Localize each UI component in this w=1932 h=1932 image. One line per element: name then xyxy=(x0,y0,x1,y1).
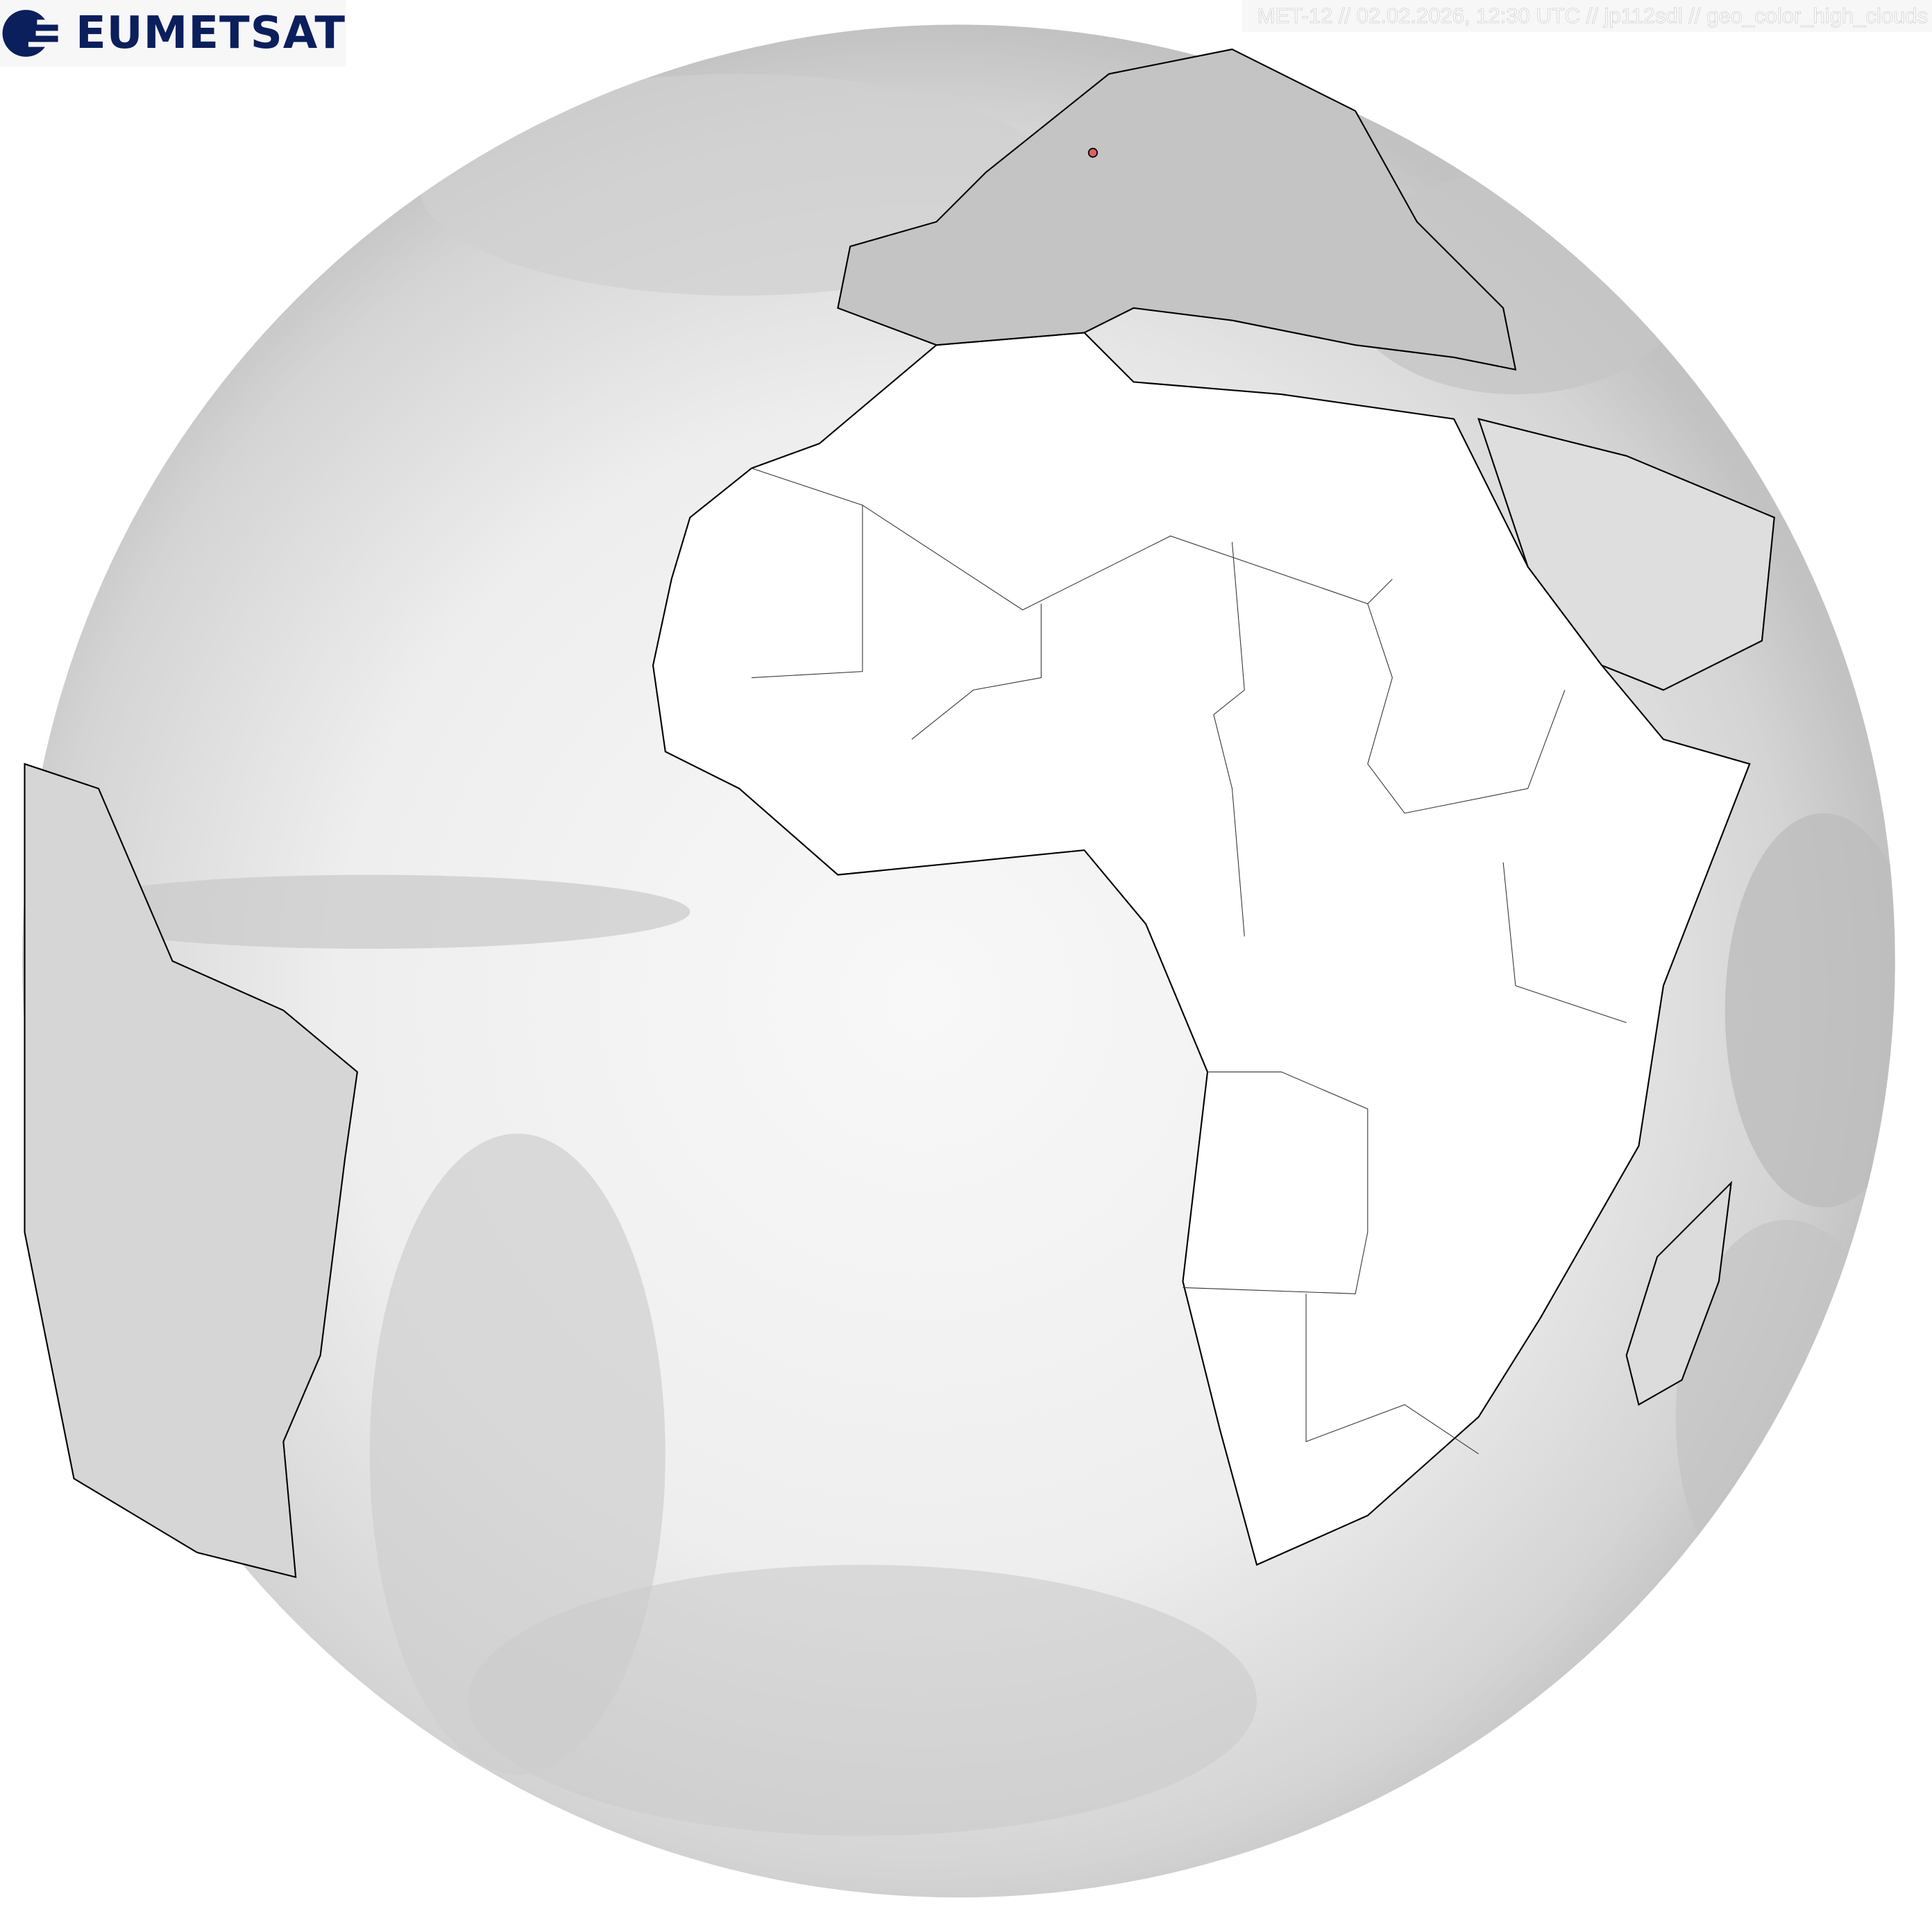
logo-text: EUMETSAT xyxy=(75,8,346,59)
image-caption: MET-12 // 02.02.2026, 12:30 UTC // jp112… xyxy=(1242,0,1932,32)
europe-outline xyxy=(837,48,1517,371)
coastlines xyxy=(24,48,1775,1579)
eumetsat-emblem-icon xyxy=(2,10,62,57)
south-america-outline xyxy=(24,763,359,1579)
madagascar-outline xyxy=(1625,1180,1733,1406)
country-borders xyxy=(751,468,1627,1455)
eumetsat-logo: EUMETSAT xyxy=(0,0,346,67)
arabia-outline xyxy=(1477,418,1775,691)
location-dot-icon xyxy=(1087,148,1098,158)
